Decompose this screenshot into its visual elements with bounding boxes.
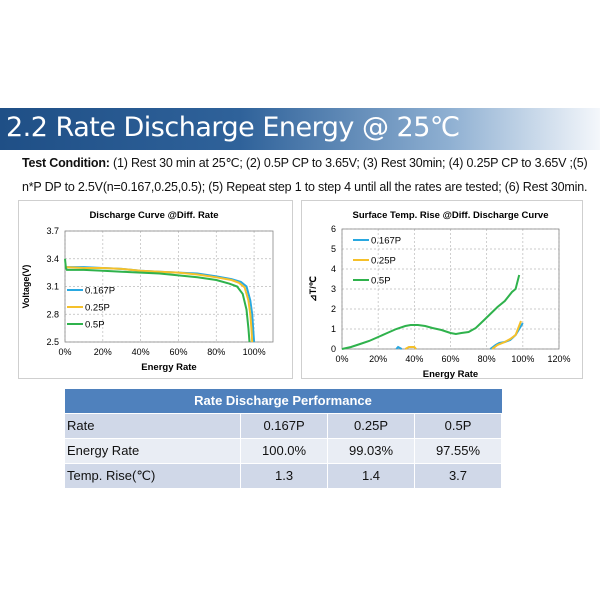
temp-rise-chart-box: Surface Temp. Rise @Diff. Discharge Curv… xyxy=(301,200,583,380)
table-cell: 1.3 xyxy=(240,462,329,489)
table-cell: 0.5P xyxy=(414,412,502,439)
series-line-0.167P xyxy=(395,345,403,350)
x-tick-label: 0% xyxy=(58,347,71,357)
y-tick-label: 6 xyxy=(331,224,336,234)
y-tick-label: 3.1 xyxy=(46,282,59,292)
discharge-curve-chart: Discharge Curve @Diff. Rate 2.5 2.8 3.1 3.4 3… xyxy=(21,210,274,373)
series-line-0.25P xyxy=(491,320,522,350)
chart-title: Discharge Curve @Diff. Rate xyxy=(89,210,218,221)
legend-label: 0.167P xyxy=(371,236,401,247)
chart-title: Surface Temp. Rise @Diff. Discharge Curv… xyxy=(353,210,549,221)
test-condition-line2: n*P DP to 2.5V(n=0.167,0.25,0.5); (5) Re… xyxy=(22,180,588,194)
x-tick-label: 20% xyxy=(369,354,387,364)
temp-rise-chart: Surface Temp. Rise @Diff. Discharge Curv… xyxy=(308,210,571,380)
y-axis-label: ⊿T/℃ xyxy=(308,276,318,302)
x-tick-label: 60% xyxy=(441,354,459,364)
rate-discharge-table: Rate Discharge Performance Rate 0.167P 0.2… xyxy=(63,389,502,489)
series-line-0.25P xyxy=(404,346,417,350)
table-row: Energy Rate 100.0% 99.03% 97.55% xyxy=(63,437,502,464)
table-cell: Energy Rate xyxy=(63,437,242,464)
table-cell: Temp. Rise(℃) xyxy=(63,462,242,489)
x-tick-label: 0% xyxy=(335,354,348,364)
table-cell: 97.55% xyxy=(414,437,502,464)
y-tick-label: 3.7 xyxy=(46,226,59,236)
title-banner: 2.2 Rate Discharge Energy @ 25℃ xyxy=(0,108,600,150)
x-axis-label: Energy Rate xyxy=(423,369,478,380)
table-cell: 100.0% xyxy=(240,437,329,464)
x-tick-label: 100% xyxy=(511,354,534,364)
legend-label: 0.5P xyxy=(371,276,391,287)
legend-label: 0.25P xyxy=(371,256,396,267)
series-line-0.5P xyxy=(341,274,521,350)
table-cell: 0.167P xyxy=(240,412,329,439)
plot-area xyxy=(64,230,274,343)
discharge-chart-box: Discharge Curve @Diff. Rate 2.5 2.8 3.1 3.4 3… xyxy=(18,200,293,379)
series-line-0.5P xyxy=(64,258,251,343)
x-tick-label: 40% xyxy=(132,347,150,357)
x-axis-label: Energy Rate xyxy=(141,362,196,373)
x-tick-label: 120% xyxy=(547,354,570,364)
y-tick-label: 3.4 xyxy=(46,254,59,264)
y-tick-label: 2 xyxy=(331,304,336,314)
test-condition-text: (1) Rest 30 min at 25℃; (2) 0.5P CP to 3… xyxy=(109,156,588,170)
plot-area xyxy=(341,228,560,350)
table-cell: 99.03% xyxy=(327,437,415,464)
series-line-0.25P xyxy=(64,266,254,343)
test-condition-line1: Test Condition: (1) Rest 30 min at 25℃; … xyxy=(22,155,588,170)
x-tick-label: 60% xyxy=(169,347,187,357)
y-tick-label: 3 xyxy=(331,284,336,294)
x-tick-label: 40% xyxy=(405,354,423,364)
table-cell: Rate xyxy=(63,412,242,439)
table-row: Temp. Rise(℃) 1.3 1.4 3.7 xyxy=(63,462,502,489)
table-cell: 0.25P xyxy=(327,412,415,439)
legend-label: 0.5P xyxy=(85,320,105,331)
slide-title: 2.2 Rate Discharge Energy @ 25℃ xyxy=(6,112,460,143)
y-axis-label: Voltage(V) xyxy=(21,265,31,309)
y-tick-label: 5 xyxy=(331,244,336,254)
y-tick-label: 2.5 xyxy=(46,337,59,347)
x-tick-label: 20% xyxy=(94,347,112,357)
legend-label: 0.25P xyxy=(85,303,110,314)
table-cell: 1.4 xyxy=(327,462,415,489)
legend-label: 0.167P xyxy=(85,286,115,297)
y-tick-label: 2.8 xyxy=(46,309,59,319)
x-tick-label: 80% xyxy=(478,354,496,364)
test-condition-label: Test Condition: xyxy=(22,156,110,170)
x-tick-label: 80% xyxy=(207,347,225,357)
y-tick-label: 4 xyxy=(331,264,336,274)
y-tick-label: 0 xyxy=(331,344,336,354)
table-row: Rate 0.167P 0.25P 0.5P xyxy=(63,412,502,439)
y-tick-label: 1 xyxy=(331,324,336,334)
table-title: Rate Discharge Performance xyxy=(64,389,502,413)
x-tick-label: 100% xyxy=(243,347,266,357)
table-cell: 3.7 xyxy=(414,462,502,489)
